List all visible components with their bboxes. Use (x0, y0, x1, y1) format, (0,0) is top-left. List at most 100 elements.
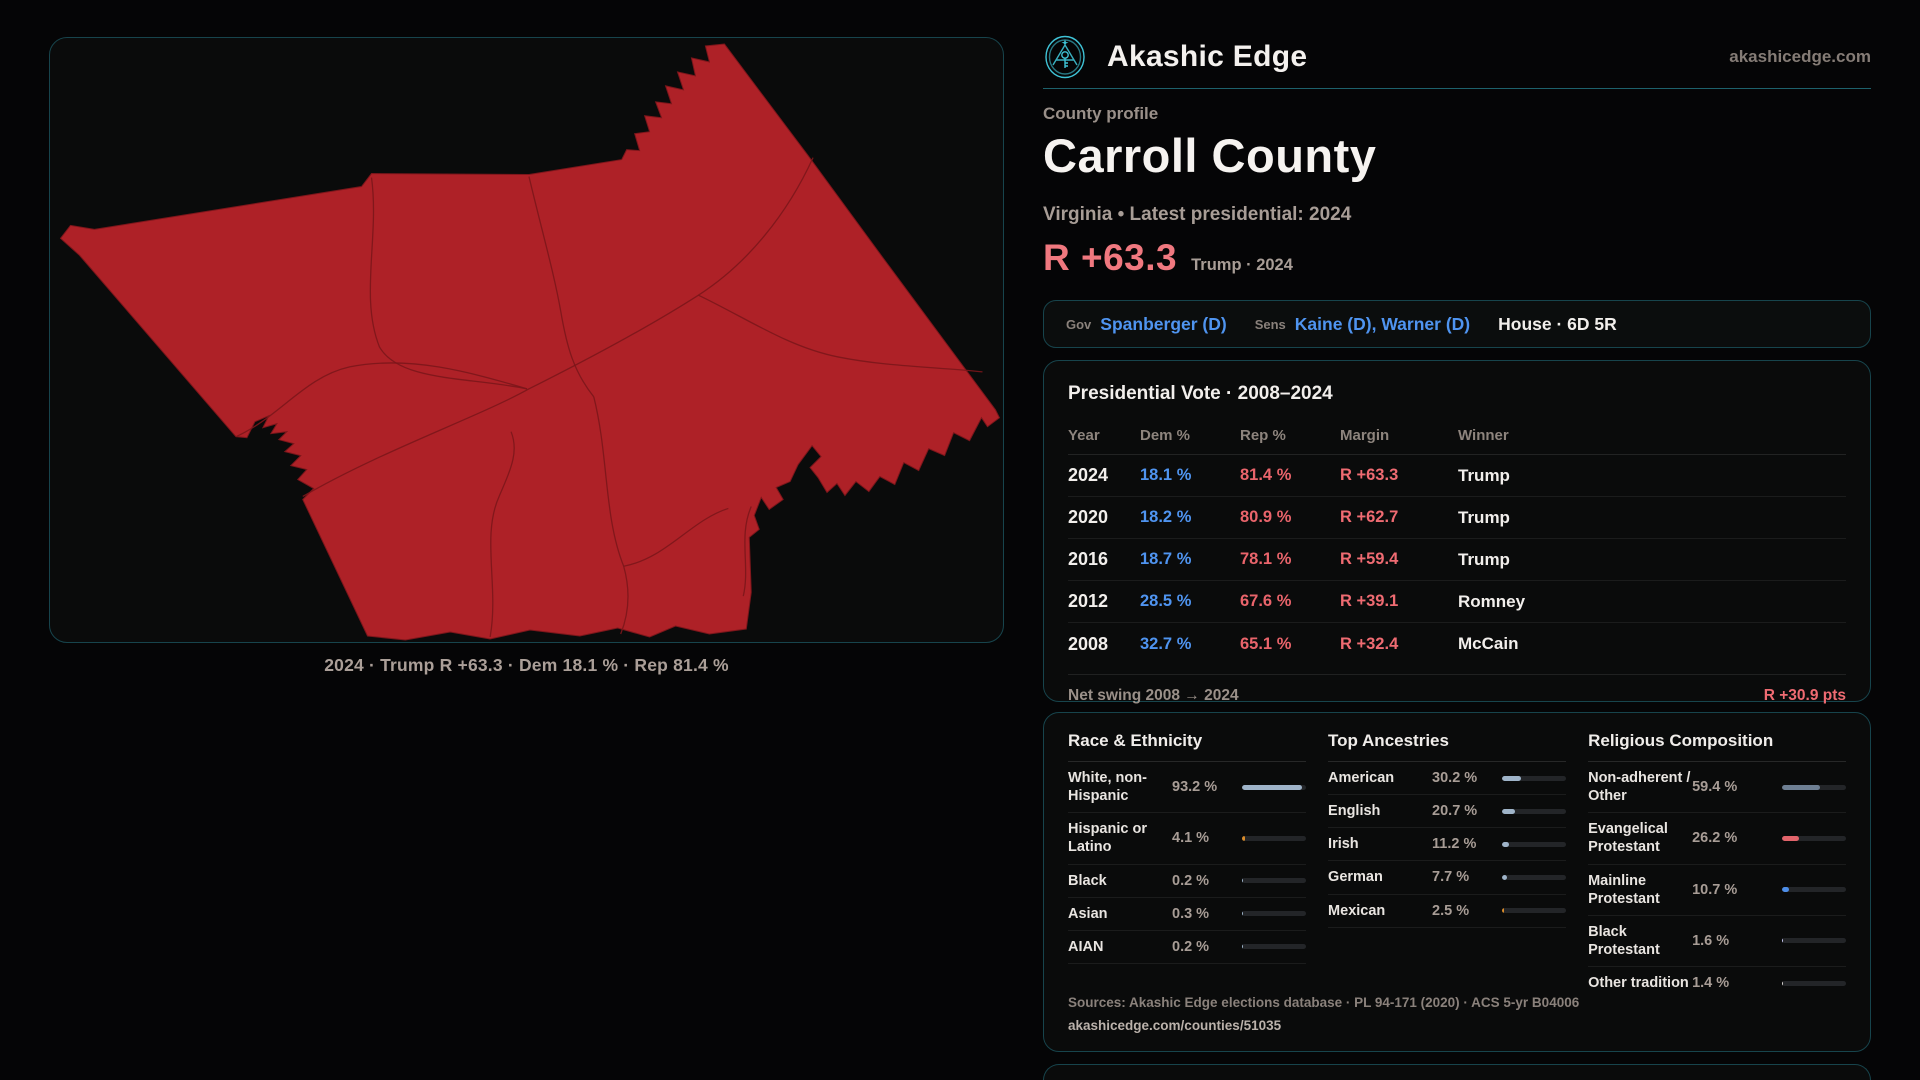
kicker: County profile (1043, 104, 1159, 123)
county-shape (59, 43, 1001, 641)
margin: R +63.3 (1340, 466, 1399, 484)
county-map-card (49, 37, 1004, 643)
stat-bar (1781, 938, 1846, 944)
religion-section: Religious Composition Non-adherent / Oth… (1588, 731, 1846, 999)
winner: Romney (1458, 591, 1526, 611)
year: 2016 (1068, 549, 1109, 569)
table-row: 2024 18.1 % 81.4 % R +63.3 Trump (1068, 455, 1846, 497)
precinct-boundaries (235, 157, 983, 638)
stat-bar (1502, 908, 1567, 914)
list-item: Asian 0.3 % (1068, 898, 1307, 931)
headline-margin: R +63.3 Trump · 2024 (1043, 237, 1293, 279)
margin: R +59.4 (1340, 550, 1399, 568)
list-item: American 30.2 % (1328, 762, 1567, 796)
section-title: Race & Ethnicity (1068, 731, 1307, 762)
table-row: 2016 18.7 % 78.1 % R +59.4 Trump (1068, 539, 1846, 581)
stat-bar (1242, 835, 1307, 841)
stat-bar (1242, 911, 1307, 917)
year: 2020 (1068, 507, 1109, 527)
section-title: Top Ancestries (1328, 731, 1567, 762)
winner: Trump (1458, 465, 1510, 485)
list-item: English 20.7 % (1328, 795, 1567, 829)
table-row: 2008 32.7 % 65.1 % R +32.4 McCain (1068, 623, 1846, 665)
year: 2012 (1068, 591, 1109, 611)
rep-pct: 78.1 % (1240, 550, 1292, 568)
dem-pct: 18.1 % (1140, 466, 1192, 484)
col-margin: Margin (1340, 427, 1390, 444)
header: Akashic Edge akashicedge.com (1043, 32, 1871, 82)
dem-pct: 32.7 % (1140, 634, 1192, 653)
county-map (59, 43, 1001, 641)
senators-link[interactable]: Kaine (D), Warner (D) (1294, 313, 1471, 334)
margin-value: R +63.3 (1043, 237, 1178, 278)
race-ethnicity-section: Race & Ethnicity White, non-Hispanic 93.… (1068, 731, 1307, 999)
table-row: 2012 28.5 % 67.6 % R +39.1 Romney (1068, 581, 1846, 623)
pres-table-title: Presidential Vote · 2008–2024 (1068, 383, 1333, 404)
presidential-vote-card: Presidential Vote · 2008–2024 Year Dem %… (1043, 360, 1871, 705)
col-dem: Dem % (1140, 427, 1191, 444)
list-item: Evangelical Protestant 26.2 % (1588, 813, 1846, 865)
winner: Trump (1458, 507, 1510, 527)
stat-bar (1781, 980, 1846, 986)
stat-bar (1781, 835, 1846, 841)
year: 2024 (1068, 465, 1109, 485)
stat-bar (1502, 841, 1567, 847)
stat-bar (1781, 887, 1846, 893)
dem-pct: 18.2 % (1140, 508, 1192, 526)
officials-bar: Gov Spanberger (D) Sens Kaine (D), Warne… (1043, 300, 1871, 348)
map-caption: 2024 · Trump R +63.3 · Dem 18.1 % · Rep … (324, 655, 729, 675)
next-section-card-partial (1043, 1064, 1871, 1080)
list-item: German 7.7 % (1328, 861, 1567, 895)
net-swing-label: Net swing 2008 → 2024 (1068, 687, 1239, 704)
rep-pct: 67.6 % (1240, 592, 1292, 610)
demographics-card: Race & Ethnicity White, non-Hispanic 93.… (1043, 712, 1871, 1052)
ancestries-section: Top Ancestries American 30.2 % English 2… (1328, 731, 1567, 999)
net-swing-value: R +30.9 pts (1763, 687, 1846, 704)
list-item: Other tradition 1.4 % (1588, 967, 1846, 999)
gov-label: Gov (1066, 316, 1092, 332)
list-item: Non-adherent / Other 59.4 % (1588, 762, 1846, 814)
stat-bar (1502, 775, 1567, 781)
governor-link[interactable]: Spanberger (D) (1100, 313, 1227, 334)
list-item: AIAN 0.2 % (1068, 931, 1307, 964)
section-title: Religious Composition (1588, 731, 1846, 762)
col-winner: Winner (1458, 427, 1509, 444)
dem-pct: 18.7 % (1140, 550, 1192, 568)
list-item: Mexican 2.5 % (1328, 895, 1567, 928)
county-url-link[interactable]: akashicedge.com/counties/51035 (1068, 1018, 1282, 1034)
list-item: Black Protestant 1.6 % (1588, 916, 1846, 967)
rep-pct: 80.9 % (1240, 508, 1292, 526)
sources: Sources: Akashic Edge elections database… (1068, 993, 1579, 1039)
page-title: Carroll County (1043, 129, 1377, 182)
col-year: Year (1068, 427, 1100, 444)
list-item: Irish 11.2 % (1328, 828, 1567, 862)
stat-bar (1242, 878, 1307, 884)
subtitle: Virginia • Latest presidential: 2024 (1043, 204, 1352, 225)
sens-label: Sens (1254, 316, 1286, 332)
house-delegation: House · 6D 5R (1498, 313, 1617, 334)
year: 2008 (1068, 633, 1109, 654)
stat-bar (1781, 784, 1846, 790)
margin: R +32.4 (1340, 634, 1399, 653)
winner: Trump (1458, 549, 1510, 569)
stat-bar (1242, 784, 1307, 790)
header-divider (1043, 88, 1871, 89)
table-row: 2020 18.2 % 80.9 % R +62.7 Trump (1068, 497, 1846, 539)
list-item: Hispanic or Latino 4.1 % (1068, 813, 1307, 865)
margin: R +39.1 (1340, 592, 1399, 610)
margin-context: Trump · 2024 (1191, 256, 1293, 274)
sources-text: Sources: Akashic Edge elections database… (1068, 995, 1580, 1011)
list-item: White, non-Hispanic 93.2 % (1068, 762, 1307, 814)
col-rep: Rep % (1240, 427, 1286, 444)
dem-pct: 28.5 % (1140, 592, 1192, 610)
stat-bar (1242, 944, 1307, 950)
net-swing-row: Net swing 2008 → 2024 R +30.9 pts (1068, 674, 1846, 705)
margin: R +62.7 (1340, 508, 1399, 526)
rep-pct: 81.4 % (1240, 466, 1292, 484)
stat-bar (1502, 874, 1567, 880)
stat-bar (1502, 808, 1567, 814)
brand-logo-icon (1045, 35, 1085, 79)
list-item: Black 0.2 % (1068, 865, 1307, 898)
brand-domain-link[interactable]: akashicedge.com (1729, 47, 1871, 66)
list-item: Mainline Protestant 10.7 % (1588, 865, 1846, 916)
